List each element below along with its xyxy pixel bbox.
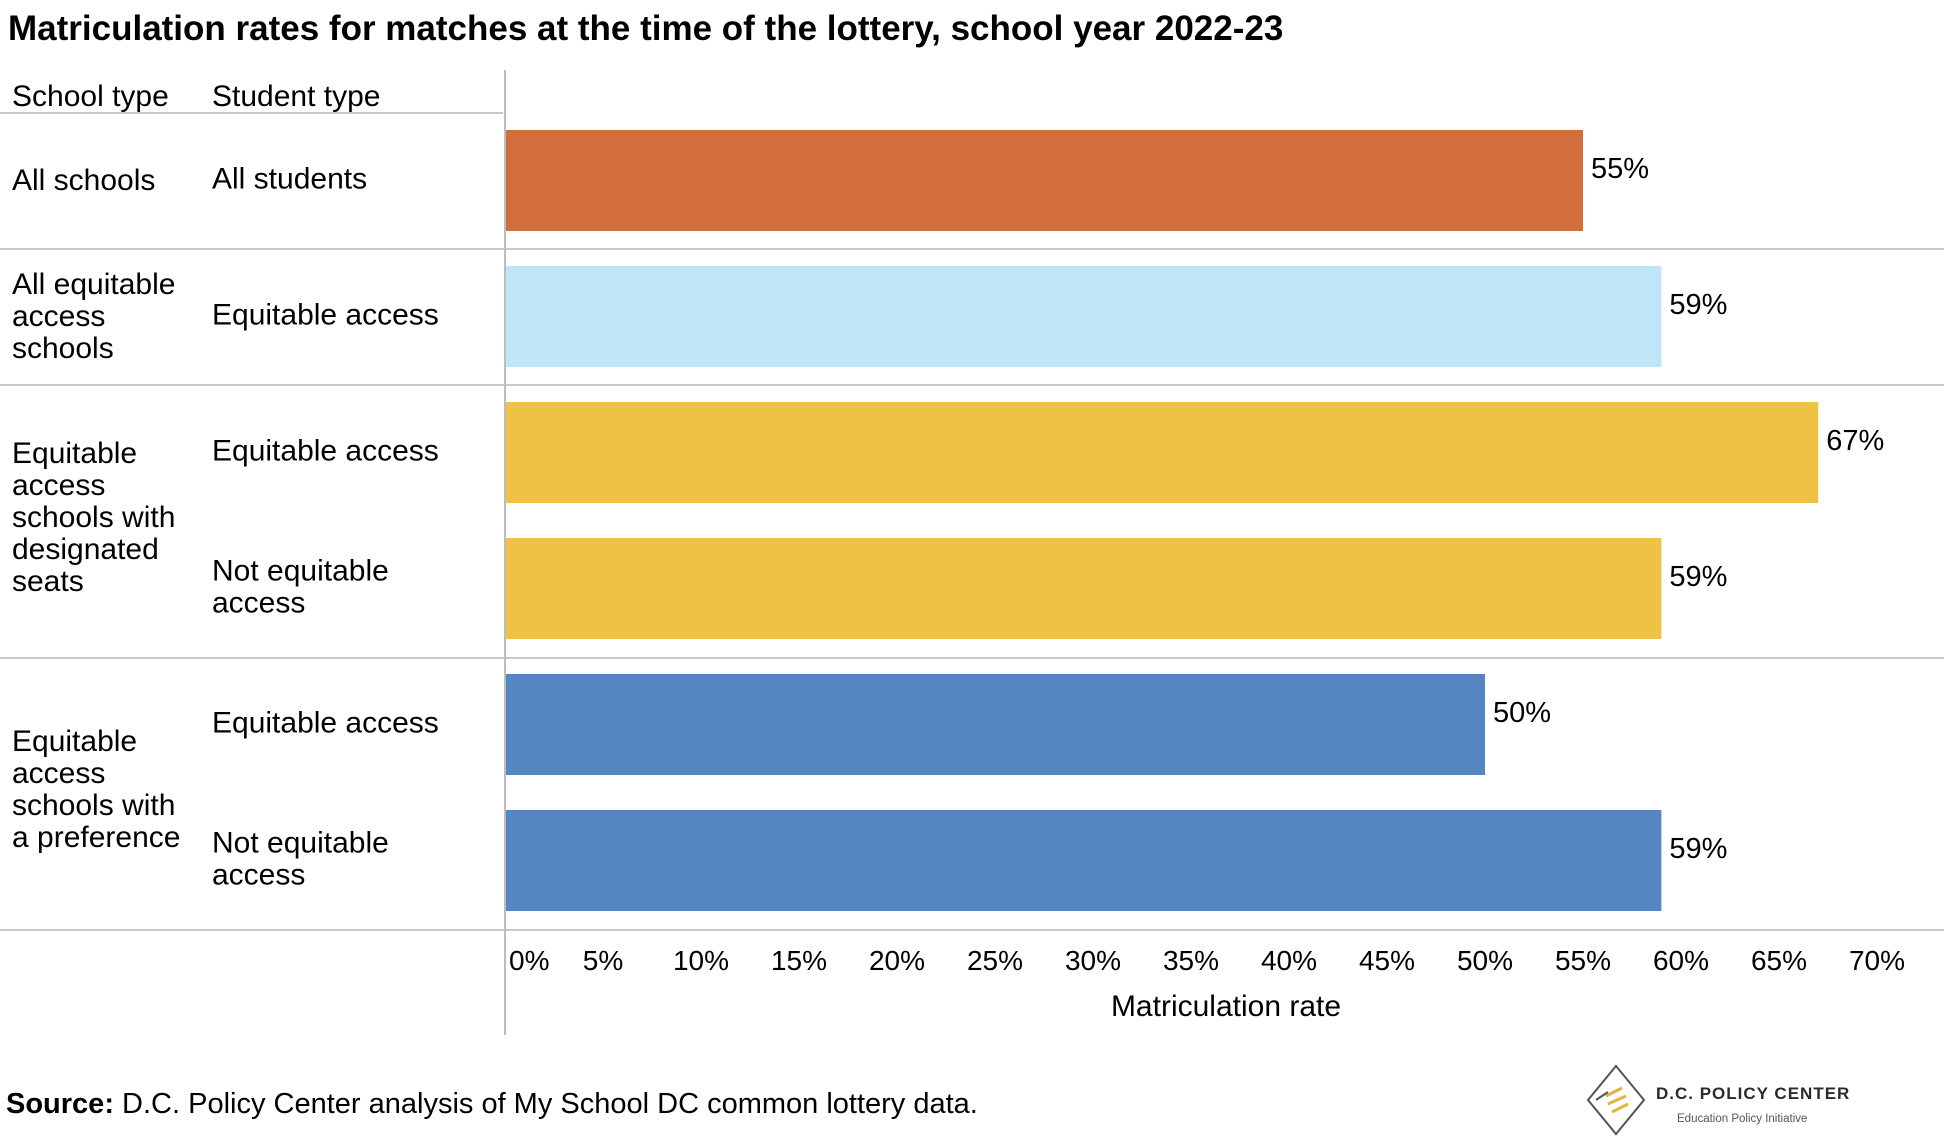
- x-tick-label: 40%: [1261, 945, 1317, 976]
- bar: [506, 810, 1662, 911]
- x-tick-label: 0%: [509, 945, 549, 976]
- x-tick-label: 25%: [967, 945, 1023, 976]
- data-label: 55%: [1591, 153, 1649, 185]
- header-school-type: School type: [12, 80, 169, 113]
- student-type-label: Not equitable access: [212, 827, 389, 892]
- header-student-type: Student type: [212, 80, 380, 113]
- bar: [506, 674, 1485, 775]
- x-tick-label: 30%: [1065, 945, 1121, 976]
- source-note: Source: D.C. Policy Center analysis of M…: [6, 1088, 978, 1120]
- x-tick-label: 35%: [1163, 945, 1219, 976]
- bar: [506, 130, 1583, 231]
- x-tick-label: 65%: [1751, 945, 1807, 976]
- bar: [506, 266, 1662, 367]
- data-labels: 55% 59% 67% 59% 50% 59%: [1493, 153, 1884, 865]
- student-type-label: Equitable access: [212, 299, 439, 332]
- x-tick-label: 50%: [1457, 945, 1513, 976]
- school-type-label: All equitable access schools: [12, 268, 175, 365]
- x-tick-labels: 0% 5% 10% 15% 20% 25% 30% 35% 40% 45% 50% 55% 60% 65%…: [509, 945, 1905, 976]
- x-tick-label: 55%: [1555, 945, 1611, 976]
- bars: [506, 130, 1819, 911]
- data-label: 50%: [1493, 697, 1551, 729]
- student-type-label: All students: [212, 163, 367, 196]
- bar: [506, 402, 1819, 503]
- student-type-label: Equitable access: [212, 707, 439, 740]
- x-tick-label: 20%: [869, 945, 925, 976]
- data-label: 59%: [1669, 561, 1727, 593]
- row-separators: [0, 112, 1944, 931]
- x-tick-label: 60%: [1653, 945, 1709, 976]
- x-tick-label: 15%: [771, 945, 827, 976]
- x-tick-label: 5%: [583, 945, 623, 976]
- data-label: 67%: [1826, 425, 1884, 457]
- student-type-label: Equitable access: [212, 435, 439, 468]
- student-type-label: Not equitable access: [212, 555, 389, 620]
- school-type-label: Equitable access schools with a preference: [12, 725, 180, 854]
- logo: D.C. POLICY CENTER Education Policy Init…: [1586, 1064, 1850, 1136]
- dc-map-icon: [1586, 1064, 1646, 1136]
- logo-subtitle: Education Policy Initiative: [1677, 1113, 1807, 1125]
- x-tick-label: 10%: [673, 945, 729, 976]
- school-type-label: Equitable access schools with designated sea…: [12, 437, 175, 598]
- row-labels: All schools All students All equitable acce…: [12, 163, 439, 892]
- source-label: Source:: [6, 1088, 114, 1120]
- x-axis-title: Matriculation rate: [1111, 990, 1341, 1023]
- chart-title: Matriculation rates for matches at the t…: [8, 9, 1283, 48]
- logo-name: D.C. POLICY CENTER: [1656, 1084, 1850, 1103]
- x-tick-label: 45%: [1359, 945, 1415, 976]
- source-text: D.C. Policy Center analysis of My School…: [114, 1088, 978, 1120]
- data-label: 59%: [1669, 289, 1727, 321]
- data-label: 59%: [1669, 833, 1727, 865]
- school-type-label: All schools: [12, 164, 155, 197]
- x-tick-label: 70%: [1849, 945, 1905, 976]
- bar: [506, 538, 1662, 639]
